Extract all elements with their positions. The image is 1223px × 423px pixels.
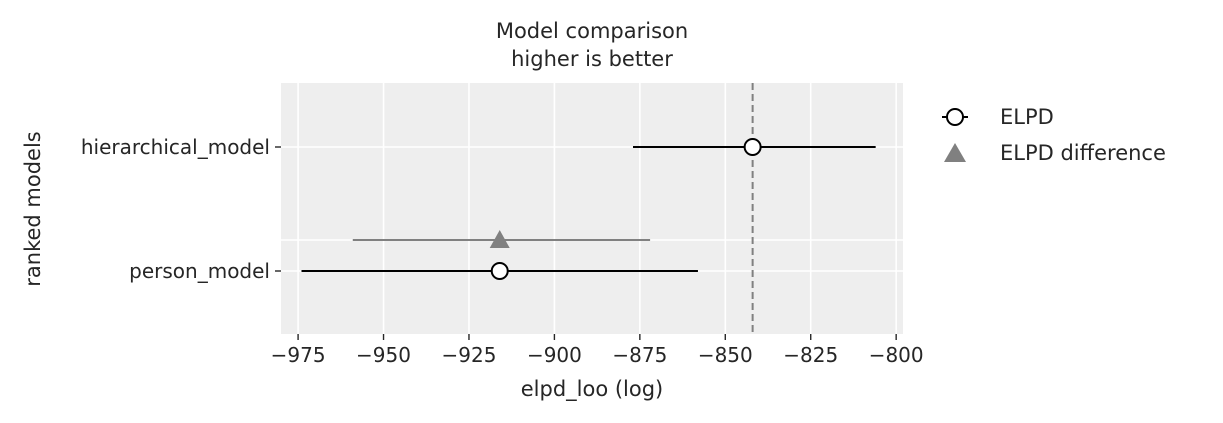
x-axis-label: elpd_loo (log): [521, 377, 664, 402]
x-tick-label-6: −825: [783, 343, 838, 367]
y-tick-labels: hierarchical_model person_model: [81, 135, 281, 283]
legend-triangle-marker: [944, 143, 966, 162]
chart-subtitle: higher is better: [511, 47, 673, 71]
legend-item-elpd: ELPD: [942, 105, 1054, 129]
x-tick-label-2: −925: [441, 343, 496, 367]
chart-title: Model comparison: [496, 19, 688, 43]
y-axis-label: ranked models: [21, 131, 45, 286]
series-group: [301, 138, 876, 280]
legend-elpd-label: ELPD: [1000, 105, 1054, 129]
legend-elpd-difference-label: ELPD difference: [1000, 141, 1166, 165]
plot-area: [281, 83, 903, 334]
elpd-difference-marker-0: [489, 230, 510, 248]
y-tick-label-hierarchical_model: hierarchical_model: [81, 135, 270, 159]
x-tick-label-3: −900: [527, 343, 582, 367]
x-tick-label-4: −875: [612, 343, 667, 367]
x-tick-labels: −975 −950 −925 −900 −875 −850 −825 −800: [271, 334, 924, 367]
x-tick-label-0: −975: [271, 343, 326, 367]
x-tick-label-5: −850: [698, 343, 753, 367]
x-tick-label-7: −800: [869, 343, 924, 367]
elpd-marker-1: [490, 262, 509, 280]
legend-elpd-marker: [946, 108, 964, 126]
legend: ELPD ELPD difference: [942, 105, 1166, 165]
x-tick-label-1: −950: [356, 343, 411, 367]
legend-item-elpd-difference: ELPD difference: [944, 141, 1166, 165]
y-tick-label-person_model: person_model: [129, 259, 270, 283]
elpd-marker-0: [743, 138, 762, 156]
